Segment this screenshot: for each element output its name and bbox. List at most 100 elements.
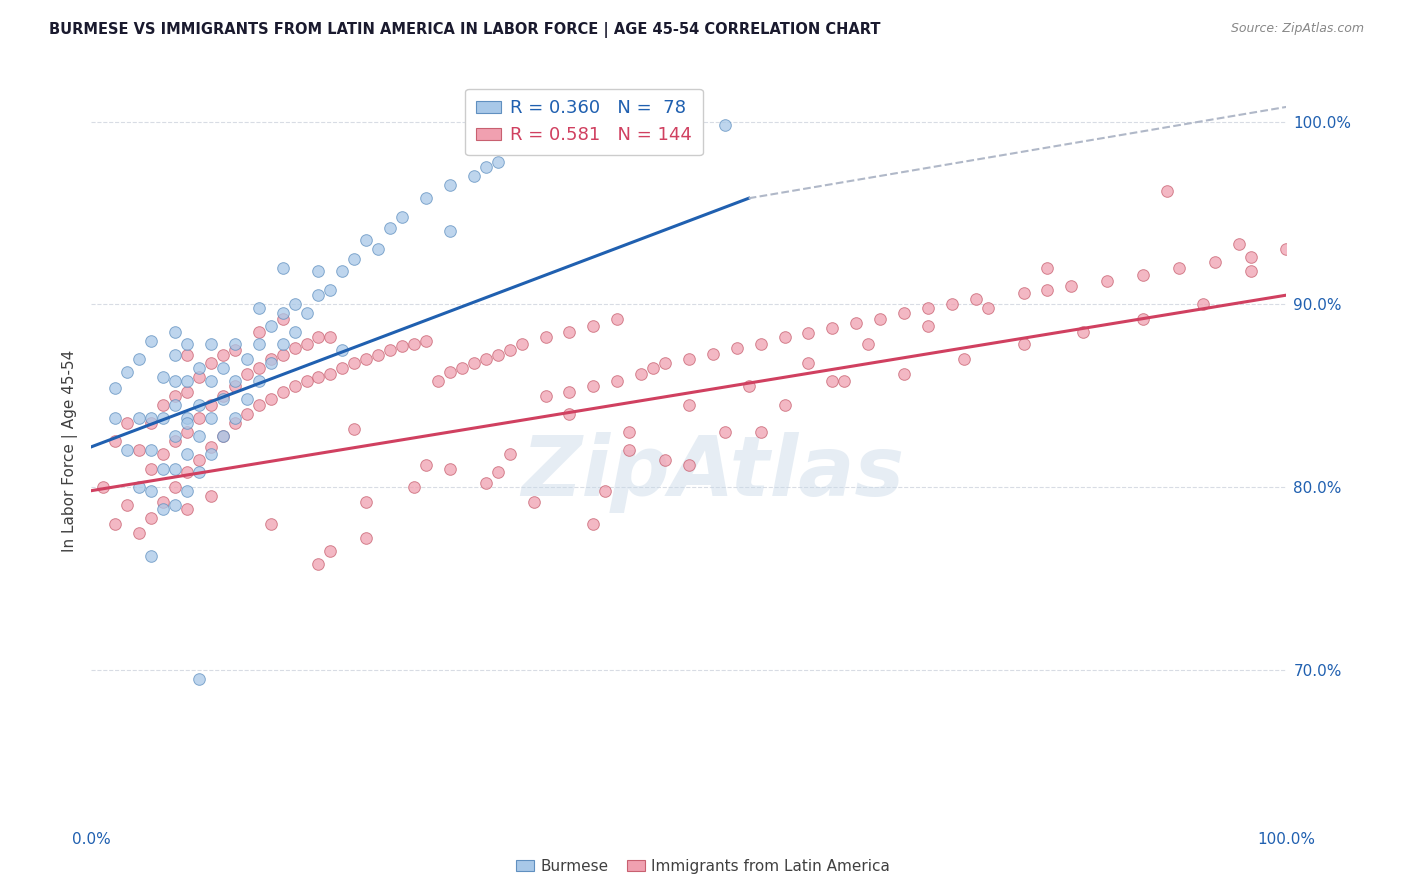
Point [176, 348, 198, 362]
Point [176, 447, 198, 461]
Point [415, 334, 437, 348]
Point [235, 392, 259, 407]
Point [319, 330, 342, 344]
Point [797, 326, 820, 341]
Point [284, 297, 307, 311]
Point [714, 118, 737, 132]
Point [200, 440, 222, 454]
Point [200, 337, 222, 351]
Point [259, 352, 281, 367]
Point [176, 502, 198, 516]
Point [247, 374, 270, 388]
Point [893, 367, 915, 381]
Point [463, 356, 485, 370]
Point [163, 429, 186, 443]
Point [439, 178, 461, 193]
Point [593, 483, 616, 498]
Point [128, 410, 150, 425]
Point [163, 434, 186, 449]
Point [152, 447, 174, 461]
Point [163, 374, 186, 388]
Point [176, 384, 198, 399]
Point [523, 494, 546, 508]
Point [582, 319, 605, 334]
Point [93, 480, 114, 494]
Point [332, 343, 354, 357]
Point [953, 352, 976, 367]
Point [187, 361, 211, 376]
Point [439, 365, 461, 379]
Point [211, 361, 233, 376]
Point [295, 337, 318, 351]
Point [378, 343, 402, 357]
Point [152, 461, 174, 475]
Point [1060, 279, 1083, 293]
Point [582, 379, 605, 393]
Point [976, 301, 998, 315]
Point [1036, 260, 1059, 275]
Point [104, 410, 127, 425]
Point [141, 410, 162, 425]
Point [271, 337, 294, 351]
Point [749, 337, 772, 351]
Point [845, 316, 868, 330]
Point [654, 356, 676, 370]
Point [235, 352, 259, 367]
Point [115, 498, 138, 512]
Point [474, 160, 498, 174]
Point [187, 452, 211, 467]
Point [200, 374, 222, 388]
Point [641, 361, 664, 376]
Point [773, 398, 796, 412]
Point [271, 348, 294, 362]
Point [714, 425, 737, 440]
Point [163, 348, 186, 362]
Point [235, 407, 259, 421]
Point [235, 367, 259, 381]
Point [104, 516, 127, 531]
Point [307, 330, 329, 344]
Point [224, 343, 246, 357]
Point [1036, 283, 1059, 297]
Text: Source: ZipAtlas.com: Source: ZipAtlas.com [1230, 22, 1364, 36]
Point [965, 292, 987, 306]
Point [176, 410, 198, 425]
Point [259, 356, 281, 370]
Point [534, 142, 557, 156]
Point [486, 154, 509, 169]
Point [163, 398, 186, 412]
Point [128, 525, 150, 540]
Point [332, 264, 354, 278]
Point [582, 516, 605, 531]
Point [128, 352, 150, 367]
Point [354, 352, 377, 367]
Point [404, 337, 426, 351]
Point [917, 301, 939, 315]
Point [115, 365, 138, 379]
Point [319, 283, 342, 297]
Point [725, 341, 748, 355]
Point [152, 398, 174, 412]
Point [737, 379, 759, 393]
Point [152, 494, 174, 508]
Point [307, 264, 329, 278]
Point [941, 297, 963, 311]
Point [917, 319, 939, 334]
Point [606, 374, 628, 388]
Point [259, 516, 281, 531]
Point [200, 398, 222, 412]
Point [821, 321, 844, 335]
Y-axis label: In Labor Force | Age 45-54: In Labor Force | Age 45-54 [62, 350, 77, 551]
Point [176, 374, 198, 388]
Point [247, 325, 270, 339]
Point [678, 352, 700, 367]
Point [558, 407, 581, 421]
Point [163, 389, 186, 403]
Point [582, 136, 605, 151]
Point [211, 429, 233, 443]
Point [415, 191, 437, 205]
Point [510, 337, 533, 351]
Point [187, 398, 211, 412]
Point [128, 480, 150, 494]
Point [224, 374, 246, 388]
